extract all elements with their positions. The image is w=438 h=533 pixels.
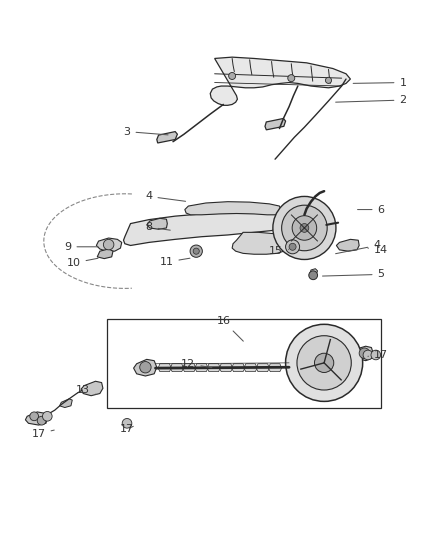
Polygon shape bbox=[147, 219, 167, 229]
Text: 1: 1 bbox=[353, 77, 406, 87]
Polygon shape bbox=[244, 364, 257, 372]
Text: 11: 11 bbox=[159, 257, 190, 267]
Text: 2: 2 bbox=[336, 95, 406, 105]
Text: 4: 4 bbox=[145, 191, 186, 201]
Polygon shape bbox=[265, 118, 286, 130]
Circle shape bbox=[297, 336, 351, 390]
Text: 10: 10 bbox=[67, 258, 98, 268]
Circle shape bbox=[37, 416, 46, 425]
Polygon shape bbox=[219, 364, 233, 372]
Text: 17: 17 bbox=[368, 350, 388, 360]
Text: 4: 4 bbox=[336, 240, 380, 254]
Text: 13: 13 bbox=[76, 385, 96, 395]
Polygon shape bbox=[134, 359, 157, 376]
Text: 12: 12 bbox=[181, 359, 212, 369]
Polygon shape bbox=[232, 232, 289, 254]
Text: 17: 17 bbox=[120, 424, 134, 434]
Text: 14: 14 bbox=[368, 245, 388, 255]
Polygon shape bbox=[207, 364, 220, 372]
Text: 5: 5 bbox=[322, 269, 385, 279]
Circle shape bbox=[286, 240, 300, 254]
Circle shape bbox=[371, 350, 381, 360]
Polygon shape bbox=[81, 381, 103, 395]
Circle shape bbox=[122, 418, 132, 428]
Circle shape bbox=[289, 243, 296, 251]
Text: 9: 9 bbox=[64, 242, 98, 252]
Polygon shape bbox=[96, 238, 122, 251]
Polygon shape bbox=[210, 57, 350, 106]
Polygon shape bbox=[232, 364, 245, 372]
Circle shape bbox=[140, 361, 151, 373]
Polygon shape bbox=[170, 364, 184, 372]
Circle shape bbox=[288, 75, 295, 82]
Polygon shape bbox=[336, 239, 359, 251]
Circle shape bbox=[314, 353, 334, 373]
Circle shape bbox=[282, 205, 327, 251]
Polygon shape bbox=[268, 364, 282, 372]
Circle shape bbox=[286, 324, 363, 401]
Circle shape bbox=[273, 197, 336, 260]
Polygon shape bbox=[124, 213, 285, 246]
Circle shape bbox=[309, 271, 318, 280]
Circle shape bbox=[30, 412, 39, 421]
Text: 3: 3 bbox=[124, 127, 168, 136]
Polygon shape bbox=[195, 364, 208, 372]
Circle shape bbox=[300, 223, 309, 232]
Polygon shape bbox=[185, 201, 281, 215]
Polygon shape bbox=[97, 249, 113, 259]
Circle shape bbox=[190, 245, 202, 257]
Text: 6: 6 bbox=[357, 205, 385, 215]
Circle shape bbox=[325, 77, 332, 84]
Circle shape bbox=[103, 239, 114, 250]
Circle shape bbox=[292, 216, 317, 240]
Circle shape bbox=[42, 411, 52, 421]
Polygon shape bbox=[354, 346, 373, 361]
Polygon shape bbox=[310, 269, 318, 275]
Text: 8: 8 bbox=[145, 222, 170, 232]
Polygon shape bbox=[157, 132, 177, 143]
Polygon shape bbox=[25, 412, 47, 425]
Text: 15: 15 bbox=[269, 246, 289, 256]
Text: 17: 17 bbox=[32, 429, 54, 439]
Polygon shape bbox=[158, 364, 171, 372]
Polygon shape bbox=[60, 399, 72, 408]
Circle shape bbox=[229, 72, 236, 79]
Circle shape bbox=[363, 350, 373, 360]
Circle shape bbox=[193, 248, 199, 254]
Polygon shape bbox=[256, 364, 269, 372]
Circle shape bbox=[359, 348, 370, 359]
Text: 16: 16 bbox=[216, 316, 244, 341]
Polygon shape bbox=[183, 364, 196, 372]
